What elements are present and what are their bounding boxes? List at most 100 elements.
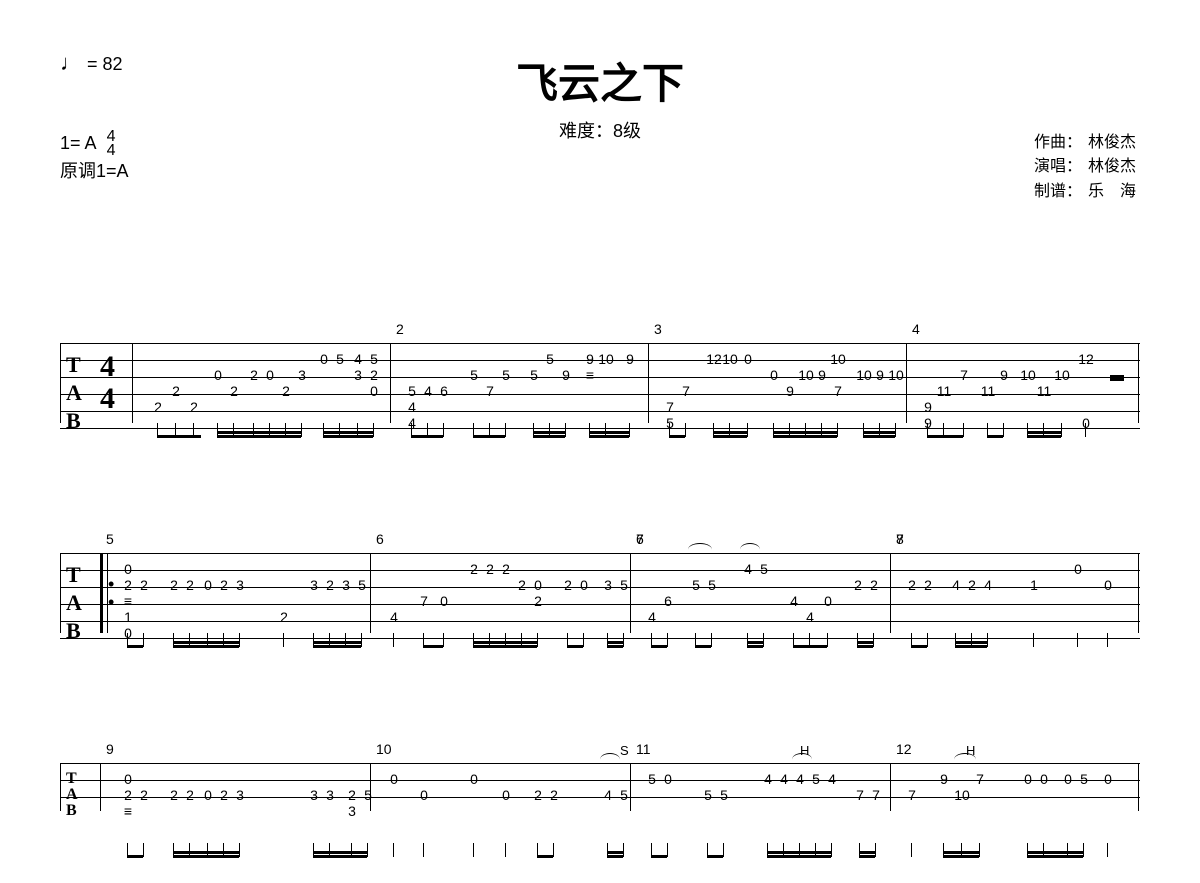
barline [60, 553, 61, 633]
beam [1027, 435, 1061, 438]
fret-number: 7 [956, 367, 972, 383]
fret-number: 5 [332, 351, 348, 367]
fret-number: 9 [996, 367, 1012, 383]
fret-number: 2 [530, 787, 546, 803]
fret-number: 2 [226, 383, 242, 399]
fret-number: 10 [888, 367, 904, 383]
fret-number: 1 [120, 609, 136, 625]
fret-number: 4 [386, 609, 402, 625]
technique-marking: S [620, 743, 629, 758]
slur [792, 753, 812, 766]
measure-number: 3 [654, 321, 662, 337]
beam [423, 645, 443, 648]
fret-number: 2 [168, 383, 184, 399]
fret-number: 2 [866, 577, 882, 593]
fret-number: 9 [782, 383, 798, 399]
fret-number: 4 [420, 383, 436, 399]
fret-number: 3 [232, 577, 248, 593]
barline [60, 343, 61, 423]
fret-number: 10 [722, 351, 738, 367]
beam [567, 645, 583, 648]
fret-number: 5 [616, 577, 632, 593]
fret-number: 9 [920, 415, 936, 431]
beam [955, 645, 987, 648]
beam [695, 645, 711, 648]
fret-number: 0 [1070, 561, 1086, 577]
fret-number: 7 [482, 383, 498, 399]
fret-number: 11 [1036, 383, 1052, 399]
fret-number: ≡ [120, 593, 136, 609]
fret-number: 0 [262, 367, 278, 383]
fret-number: 4 [350, 351, 366, 367]
barline [100, 553, 108, 633]
fret-number: 0 [120, 561, 136, 577]
fret-number: 2 [182, 787, 198, 803]
tab-clef: TAB [66, 771, 78, 819]
fret-number: 4 [600, 787, 616, 803]
fret-number: 0 [386, 771, 402, 787]
barline [630, 553, 631, 633]
fret-number: 5 [662, 415, 678, 431]
fret-number: 3 [306, 577, 322, 593]
fret-number: 2 [120, 577, 136, 593]
fret-number: 0 [1100, 577, 1116, 593]
measure-number: 11 [636, 741, 651, 757]
beam [859, 855, 875, 858]
fret-number: 0 [366, 383, 382, 399]
fret-number: 2 [366, 367, 382, 383]
fret-number: 2 [136, 577, 152, 593]
credits: 作曲：林俊杰演唱：林俊杰制谱：乐 海 [1030, 130, 1140, 205]
beam [707, 855, 723, 858]
fret-number: 0 [766, 367, 782, 383]
barline [370, 553, 371, 633]
measure-number: 12 [896, 741, 912, 757]
fret-number: 2 [246, 367, 262, 383]
fret-number: 3 [344, 803, 360, 819]
fret-number: 2 [482, 561, 498, 577]
fret-number: 4 [760, 771, 776, 787]
fret-number: 9 [622, 351, 638, 367]
fret-number: 5 [716, 787, 732, 803]
fret-number: 2 [166, 577, 182, 593]
measure-number: 10 [376, 741, 392, 757]
fret-number: 5 [704, 577, 720, 593]
song-title: 飞云之下 [60, 50, 1140, 111]
fret-number: 2 [278, 383, 294, 399]
fret-number: 3 [350, 367, 366, 383]
fret-number: 6 [660, 593, 676, 609]
fret-number: 2 [964, 577, 980, 593]
fret-number: 10 [598, 351, 614, 367]
fret-number: 2 [466, 561, 482, 577]
measure-number: 7 [636, 531, 644, 547]
beam [473, 645, 537, 648]
fret-number: 0 [1100, 771, 1116, 787]
measure-number: 5 [106, 531, 114, 547]
tempo-value: = 82 [87, 54, 123, 74]
fret-number: 2 [546, 787, 562, 803]
key-label: 1= A [60, 133, 96, 153]
fret-number: 1 [1026, 577, 1042, 593]
fret-number: 4 [776, 771, 792, 787]
beam [127, 855, 143, 858]
tempo-note: ♩ [60, 50, 82, 75]
fret-number: 2 [216, 577, 232, 593]
fret-number: 0 [436, 593, 452, 609]
measure-number: 4 [912, 321, 920, 337]
beam [927, 435, 963, 438]
fret-number: 5 [616, 787, 632, 803]
beam [607, 645, 623, 648]
barline [890, 763, 891, 811]
fret-number: 2 [920, 577, 936, 593]
fret-number: 10 [830, 351, 846, 367]
beam [651, 855, 667, 858]
time-signature: 44 [100, 351, 115, 415]
barline [890, 553, 891, 633]
beam [793, 645, 827, 648]
beam [747, 645, 763, 648]
beam [313, 855, 367, 858]
beam [651, 645, 667, 648]
fret-number: 10 [1054, 367, 1070, 383]
fret-number: 5 [1076, 771, 1092, 787]
fret-number: 0 [210, 367, 226, 383]
slur [600, 753, 620, 766]
